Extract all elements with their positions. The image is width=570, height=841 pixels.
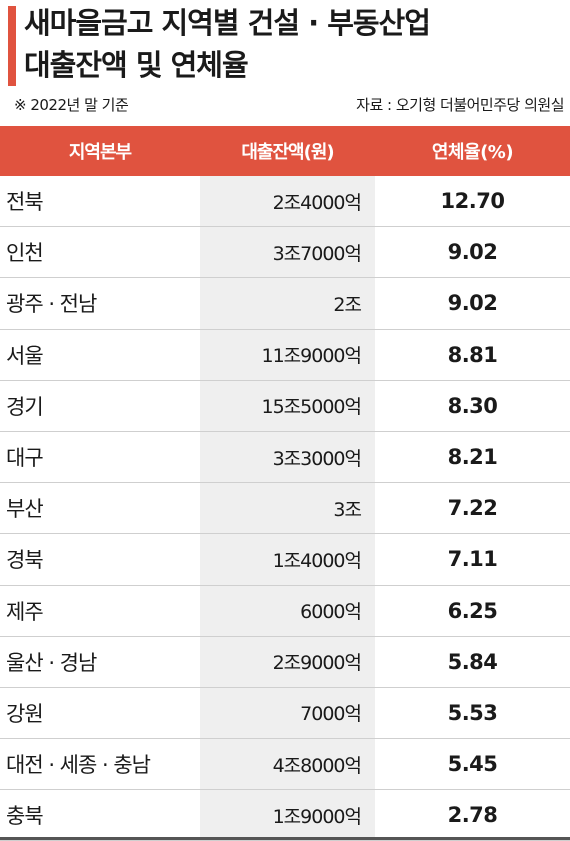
header-balance: 대출잔액(원): [241, 142, 334, 163]
rate-cell: 5.45: [447, 752, 498, 777]
chart-title: 새마을금고 지역별 건설 · 부동산업 대출잔액 및 연체율: [24, 2, 564, 86]
balance-cell: 3조7000억: [200, 227, 375, 278]
title-accent-bar: [8, 6, 16, 86]
region-cell: 서울: [6, 343, 44, 368]
table-bottom-border: [0, 837, 570, 840]
balance-cell: 2조9000억: [200, 636, 375, 687]
region-cell: 충북: [6, 804, 44, 829]
balance-cell: 7000억: [200, 687, 375, 739]
table-row: 충북 1조9000억 2.78: [0, 790, 570, 841]
rate-cell: 8.81: [447, 342, 498, 367]
header-region: 지역본부: [68, 142, 132, 163]
balance-cell: 3조3000억: [200, 431, 375, 483]
rate-cell: 9.02: [447, 240, 498, 265]
region-cell: 광주 · 전남: [6, 292, 97, 317]
header-rate: 연체율(%): [431, 142, 514, 163]
table-row: 경북 1조4000억 7.11: [0, 534, 570, 586]
rate-cell: 2.78: [447, 803, 498, 828]
balance-cell: 11조9000억: [200, 329, 375, 380]
balance-cell: 4조8000억: [200, 739, 375, 790]
table-row: 제주 6000억 6.25: [0, 585, 570, 637]
rate-cell: 5.53: [447, 700, 498, 725]
rate-cell: 8.30: [447, 393, 498, 418]
table-row: 광주 · 전남 2조 9.02: [0, 278, 570, 330]
balance-cell: 2조4000억: [200, 176, 375, 227]
region-cell: 제주: [6, 599, 44, 624]
table-row: 인천 3조7000억 9.02: [0, 227, 570, 279]
balance-cell: 2조: [200, 278, 375, 329]
balance-cell: 6000억: [200, 585, 375, 636]
balance-cell: 15조5000억: [200, 380, 375, 431]
table-header: 지역본부 대출잔액(원) 연체율(%): [0, 126, 570, 176]
table-row: 대구 3조3000억 8.21: [0, 431, 570, 484]
table-row: 대전 · 세종 · 충남 4조8000억 5.45: [0, 739, 570, 791]
table-row: 전북 2조4000억 12.70: [0, 176, 570, 228]
rate-cell: 7.11: [447, 547, 498, 572]
region-cell: 경기: [6, 394, 44, 419]
title-line-1: 새마을금고 지역별 건설 · 부동산업: [24, 6, 431, 40]
table-body: 전북 2조4000억 12.70 인천 3조7000억 9.02 광주 · 전남 2조 9.02…: [0, 176, 570, 841]
table-row: 울산 · 경남 2조9000억 5.84: [0, 636, 570, 688]
date-note: ※ 2022년 말 기준: [14, 96, 129, 114]
balance-cell: 3조: [200, 483, 375, 534]
region-cell: 대구: [6, 446, 44, 471]
data-table: 지역본부 대출잔액(원) 연체율(%) 전북 2조4000억 12.70 인천 3조70…: [0, 126, 570, 841]
rate-cell: 6.25: [447, 598, 498, 623]
balance-cell: 1조4000억: [200, 534, 375, 585]
rate-cell: 5.84: [447, 649, 498, 674]
rate-cell: 8.21: [447, 445, 498, 470]
balance-cell: 1조9000억: [200, 790, 375, 841]
region-cell: 인천: [6, 241, 44, 266]
region-cell: 전북: [6, 190, 44, 215]
rate-cell: 7.22: [447, 496, 498, 521]
region-cell: 강원: [6, 701, 44, 726]
table-row: 서울 11조9000억 8.81: [0, 329, 570, 381]
title-line-2: 대출잔액 및 연체율: [24, 48, 249, 82]
region-cell: 대전 · 세종 · 충남: [6, 753, 151, 778]
table-row: 경기 15조5000억 8.30: [0, 380, 570, 432]
region-cell: 경북: [6, 548, 44, 573]
region-cell: 부산: [6, 497, 44, 522]
region-cell: 울산 · 경남: [6, 650, 97, 675]
table-row: 강원 7000억 5.53: [0, 687, 570, 740]
table-row: 부산 3조 7.22: [0, 483, 570, 535]
rate-cell: 12.70: [440, 189, 505, 214]
rate-cell: 9.02: [447, 291, 498, 316]
source-note: 자료 : 오기형 더불어민주당 의원실: [356, 96, 564, 114]
